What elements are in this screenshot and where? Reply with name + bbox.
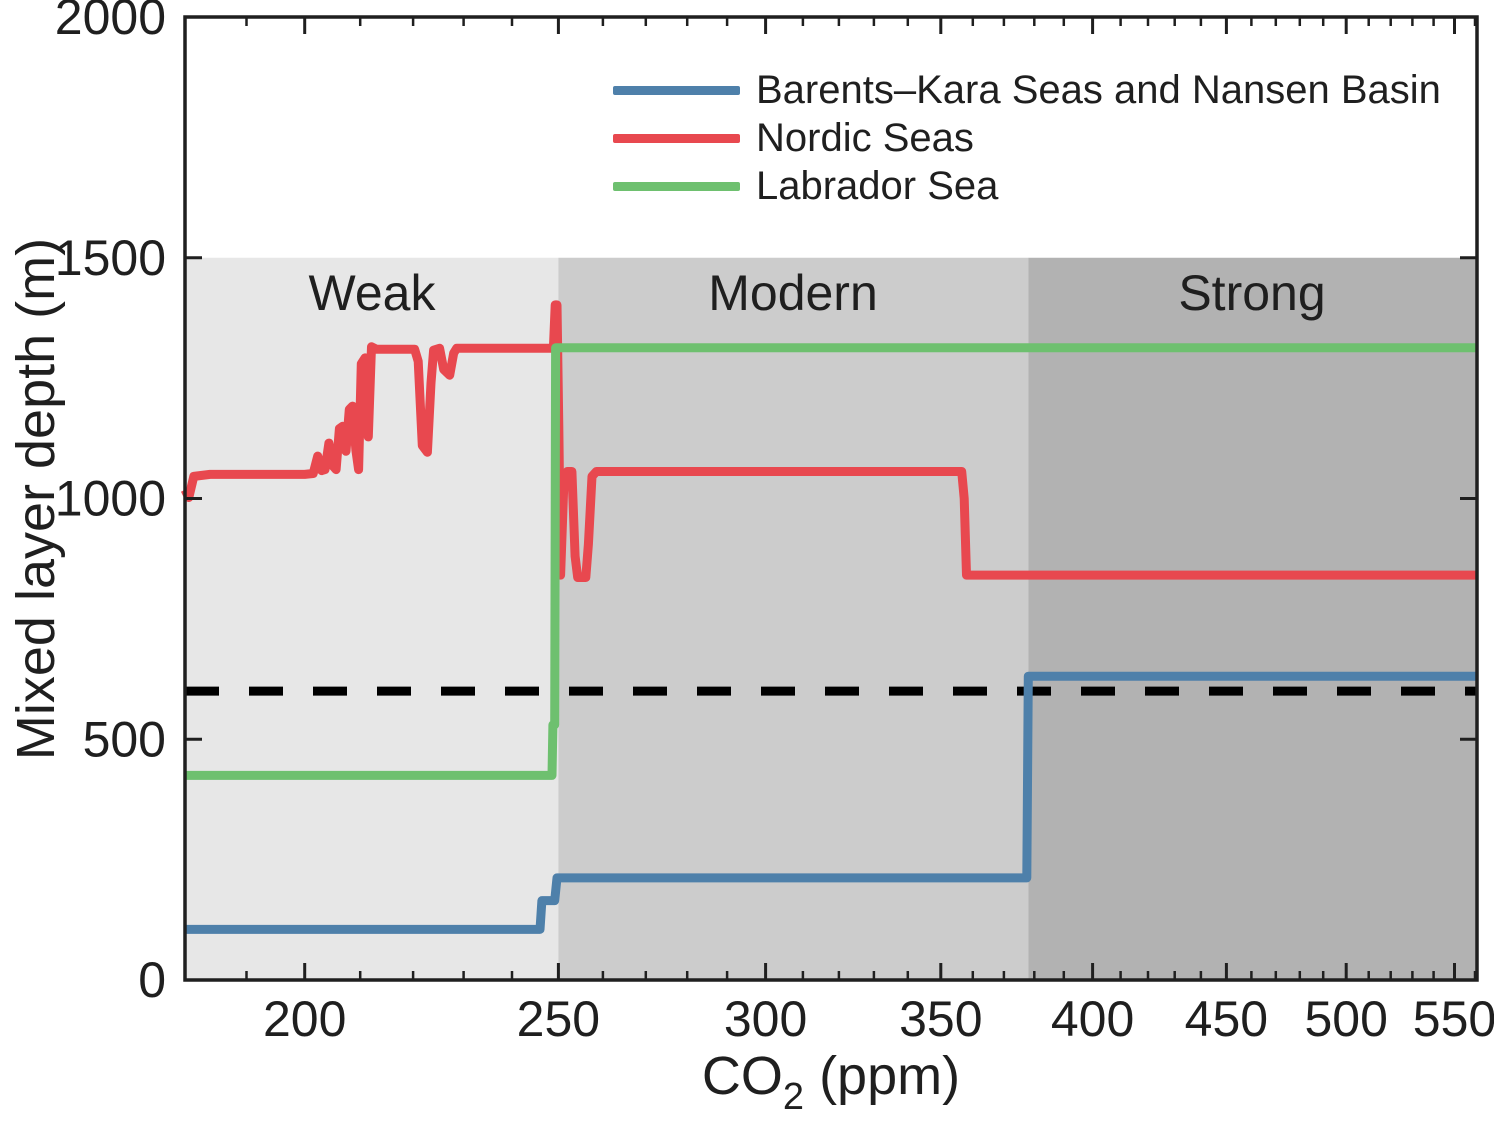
- legend-label-labrador: Labrador Sea: [756, 163, 999, 208]
- series-line-labrador-sea: [185, 343, 1477, 780]
- series-line-nordic-seas: [180, 300, 1477, 582]
- x-tick-label-300: 300: [724, 991, 807, 1047]
- x-tick-label-350: 350: [899, 991, 982, 1047]
- x-tick-label-250: 250: [517, 991, 600, 1047]
- legend-line-nordic-icon: [613, 133, 740, 143]
- x-tick-label-500: 500: [1304, 991, 1387, 1047]
- x-axis-label-unit: (ppm): [804, 1046, 961, 1106]
- band-label-modern: Modern: [708, 265, 878, 321]
- x-tick-label-450: 450: [1185, 991, 1268, 1047]
- band-label-weak: Weak: [308, 265, 436, 321]
- legend-item-labrador: Labrador Sea: [613, 162, 1441, 210]
- y-axis-label: Mixed layer depth (m): [6, 237, 66, 761]
- band-label-strong: Strong: [1178, 265, 1326, 321]
- x-axis-label: CO2 (ppm): [702, 1045, 960, 1119]
- y-tick-label-0: 0: [138, 952, 166, 1008]
- legend-label-barents: Barents–Kara Seas and Nansen Basin: [756, 67, 1441, 112]
- band-modern: [558, 257, 1029, 980]
- x-tick-label-400: 400: [1051, 991, 1134, 1047]
- y-tick-label-500: 500: [83, 711, 166, 767]
- band-strong: [1028, 257, 1477, 980]
- y-tick-label-1000: 1000: [55, 471, 166, 527]
- x-axis-label-subscript: 2: [782, 1076, 805, 1118]
- legend-line-barents-icon: [613, 85, 740, 95]
- x-tick-label-550: 550: [1413, 991, 1494, 1047]
- legend: Barents–Kara Seas and Nansen Basin Nordi…: [613, 66, 1441, 210]
- x-tick-label-200: 200: [263, 991, 346, 1047]
- series-line-barents-kara-seas-and-nansen-basin: [185, 671, 1477, 934]
- legend-item-nordic: Nordic Seas: [613, 114, 1441, 162]
- legend-item-barents: Barents–Kara Seas and Nansen Basin: [613, 66, 1441, 114]
- y-tick-label-2000: 2000: [55, 0, 166, 45]
- y-tick-label-1500: 1500: [55, 230, 166, 286]
- x-axis-label-main: CO: [701, 1046, 783, 1106]
- legend-line-labrador-icon: [613, 181, 740, 191]
- legend-label-nordic: Nordic Seas: [756, 115, 974, 160]
